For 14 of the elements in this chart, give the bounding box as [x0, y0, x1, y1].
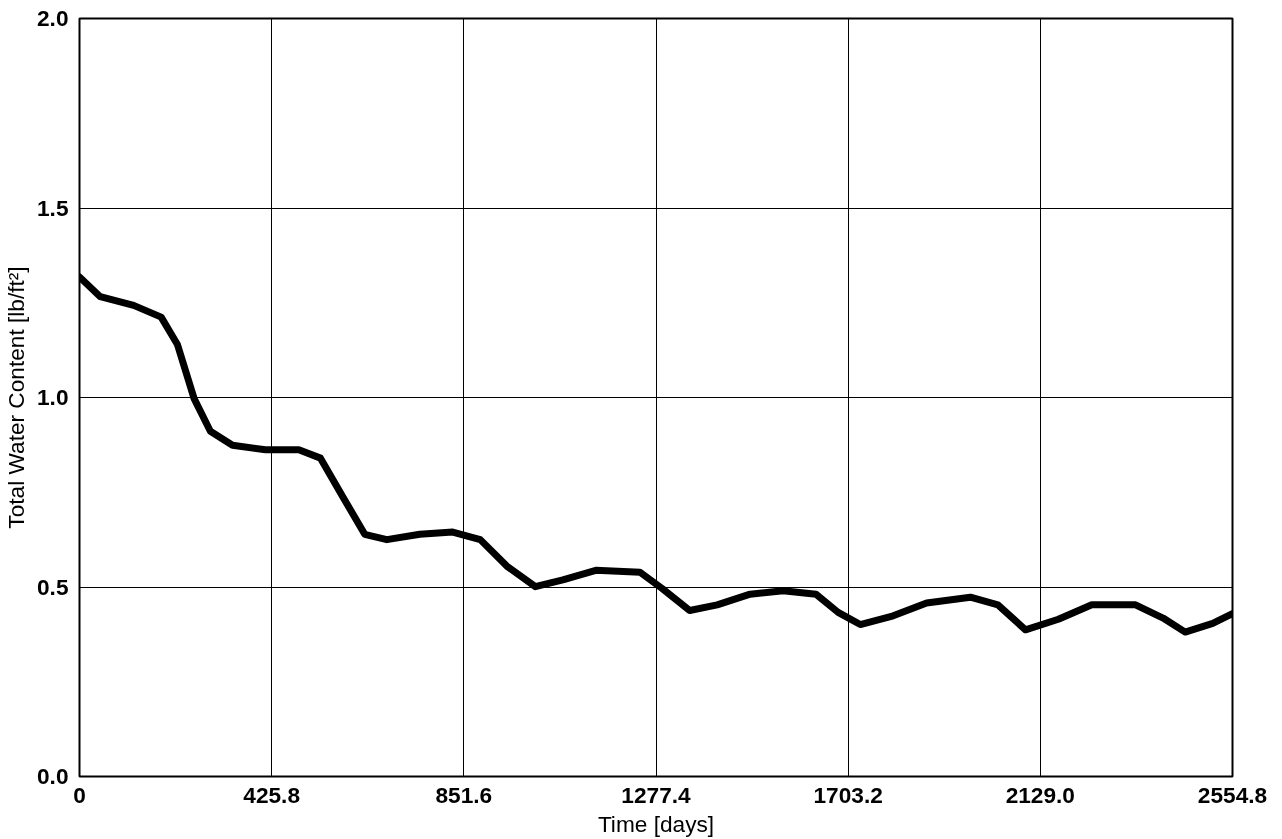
y-tick-label: 1.5 — [37, 194, 69, 221]
x-tick-label: 1703.2 — [813, 781, 883, 808]
x-tick-label: 2129.0 — [1005, 781, 1075, 808]
x-tick-label: 1277.4 — [621, 781, 692, 808]
y-tick-label: 1.0 — [37, 384, 69, 410]
y-tick-label: 2.0 — [37, 5, 69, 31]
x-tick-label: 851.6 — [435, 781, 493, 808]
x-tick-label: 425.8 — [243, 781, 301, 808]
x-tick-label: 0 — [73, 781, 86, 808]
y-axis-title: Total Water Content [lb/ft²] — [3, 266, 29, 529]
y-tick-label: 0.5 — [37, 573, 69, 600]
y-tick-label: 0.0 — [37, 763, 69, 789]
x-tick-label: 2554.8 — [1197, 781, 1268, 808]
x-axis-title: Time [days] — [597, 810, 715, 837]
